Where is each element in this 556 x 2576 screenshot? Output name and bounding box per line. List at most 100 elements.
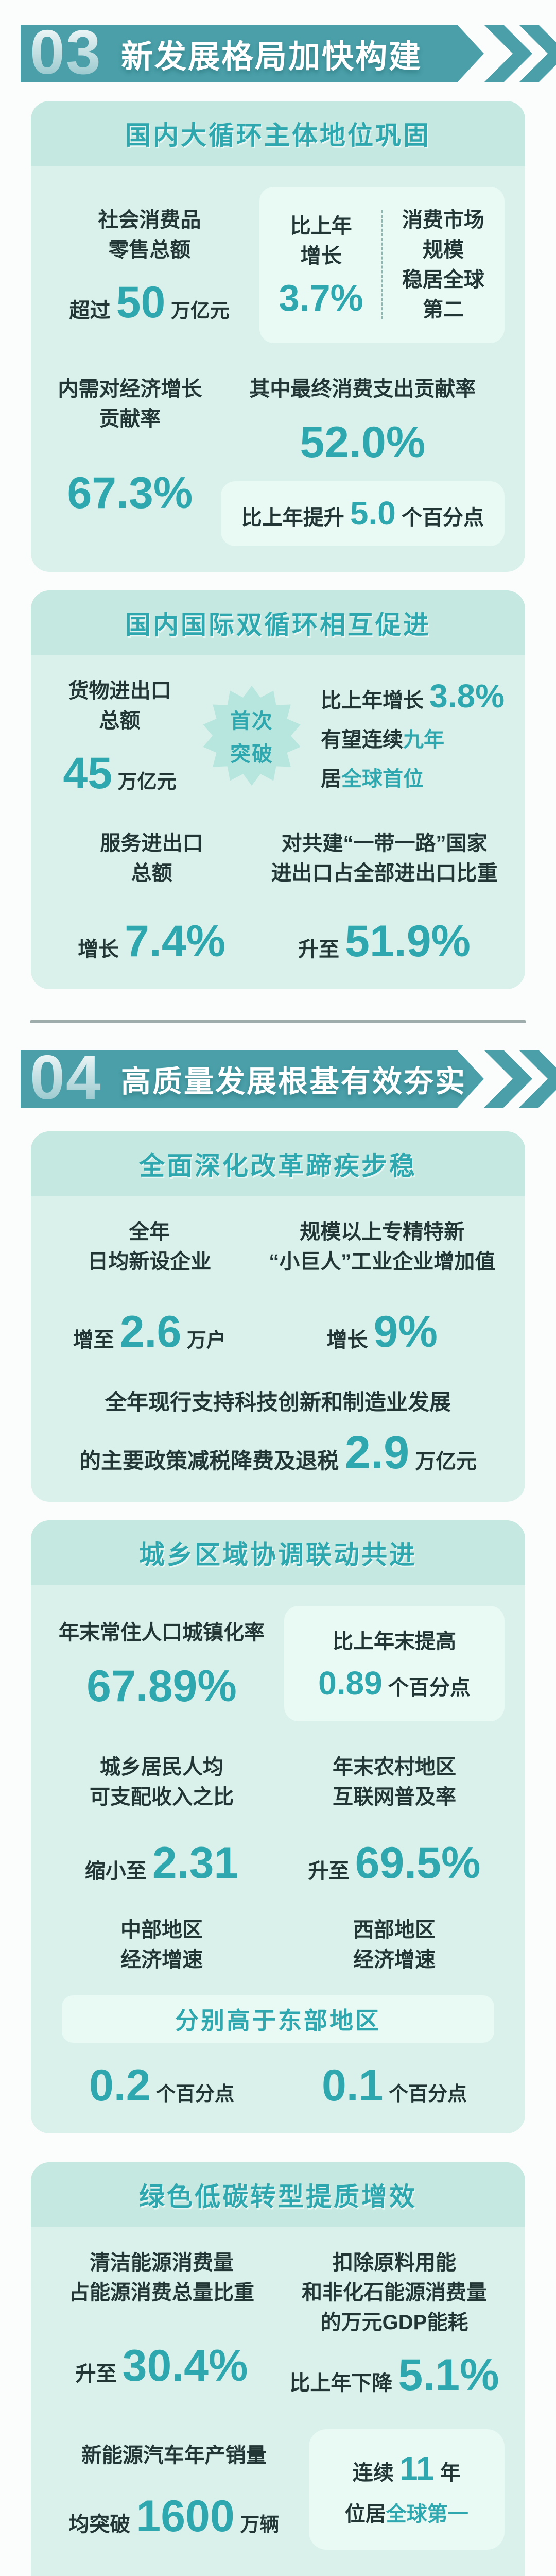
section-04-number: 04 xyxy=(30,1050,102,1108)
stat-nev-value: 均突破 1600 万辆 xyxy=(68,2492,280,2541)
stat-income-ratio-value: 缩小至 2.31 xyxy=(84,1838,239,1888)
urbanization-increase-line2: 0.89 个百分点 xyxy=(318,1665,471,1702)
card-domestic-circulation: 国内大循环主体地位巩固 社会消费品 零售总额 超过 50 万亿元 比上年 增长 xyxy=(31,101,525,572)
card-dual-circulation-title: 国内国际双循环相互促进 xyxy=(31,590,525,656)
section-03-number: 03 xyxy=(30,25,102,82)
retail-row: 社会消费品 零售总额 超过 50 万亿元 比上年 增长 3.7% xyxy=(51,187,505,343)
stat-tax-reduction: 全年现行支持科技创新和制造业发展 的主要政策减税降费及退税 2.9 万亿元 xyxy=(51,1387,505,1476)
contribution-row: 内需对经济增长 贡献率 67.3% 其中最终消费支出贡献率 52.0% 比上年提… xyxy=(51,374,505,547)
growth-comparison-box: 比上年 增长 3.7% 消费市场规模 稳居全球第二 xyxy=(259,187,505,343)
card-green-transition: 绿色低碳转型提质增效 清洁能源消费量 占能源消费总量比重 升至 30.4% 扣除… xyxy=(31,2162,525,2576)
stat-new-firms: 全年 日均新设企业 增至 2.6 万户 xyxy=(51,1217,247,1354)
stat-new-firms-value: 增至 2.6 万户 xyxy=(73,1307,226,1357)
card-dual-circulation: 国内国际双循环相互促进 货物进出口 总额 45 万亿元 首次 突破 比上 xyxy=(31,590,525,990)
section-03-title: 新发展格局加快构建 xyxy=(121,39,423,75)
nev-row: 新能源汽车年产销量 均突破 1600 万辆 连续 11 年 位居全球第一 xyxy=(51,2429,505,2550)
stat-retail-label: 社会消费品 零售总额 xyxy=(98,209,201,261)
regions-value-row: 0.2 个百分点 0.1 个百分点 xyxy=(51,2063,505,2108)
income-internet-row: 城乡居民人均 可支配收入之比 缩小至 2.31 年末农村地区 互联网普及率 升至… xyxy=(51,1752,505,1885)
section-03-banner: 03 新发展格局加快构建 xyxy=(0,25,556,82)
urbanization-increase-box: 比上年末提高 0.89 个百分点 xyxy=(284,1606,505,1722)
section-04-banner: 04 高质量发展根基有效夯实 xyxy=(0,1050,556,1108)
consumption-increase-box: 比上年提升 5.0 个百分点 xyxy=(220,481,505,547)
stat-goods-trade: 货物进出口 总额 45 万亿元 xyxy=(51,676,188,795)
nev-rank-box: 连续 11 年 位居全球第一 xyxy=(308,2429,505,2550)
card-urban-rural-title: 城乡区域协调联动共进 xyxy=(31,1520,525,1586)
card-green-transition-title: 绿色低碳转型提质增效 xyxy=(31,2162,525,2228)
dashed-divider xyxy=(381,210,383,319)
stat-western-region-label: 西部地区 经济增速 xyxy=(353,1919,436,1972)
stat-urbanization-label: 年末常住人口城镇化率 xyxy=(59,1621,265,1645)
growth-box-prefix: 比上年 增长 xyxy=(290,215,352,268)
goods-trade-row: 货物进出口 总额 45 万亿元 首次 突破 比上年增长 3.8% 有望连续九年 … xyxy=(51,676,505,795)
stat-new-firms-label: 全年 日均新设企业 xyxy=(88,1221,212,1274)
stat-rural-internet: 年末农村地区 互联网普及率 升至 69.5% xyxy=(284,1752,505,1885)
stat-rural-internet-label: 年末农村地区 互联网普及率 xyxy=(333,1756,456,1809)
stat-services-trade: 服务进出口 总额 增长 7.4% xyxy=(51,828,252,963)
stat-final-consumption: 其中最终消费支出贡献率 52.0% 比上年提升 5.0 个百分点 xyxy=(220,374,505,547)
energy-row: 清洁能源消费量 占能源消费总量比重 升至 30.4% 扣除原料用能 和非化石能源… xyxy=(51,2248,505,2397)
stat-belt-road-value: 升至 51.9% xyxy=(298,917,471,967)
card-urban-rural: 城乡区域协调联动共进 年末常住人口城镇化率 67.89% 比上年末提高 0.89… xyxy=(31,1520,525,2134)
nev-rank-line2: 位居全球第一 xyxy=(344,2503,468,2526)
stat-tax-reduction-line2: 的主要政策减税降费及退税 2.9 万亿元 xyxy=(79,1427,477,1479)
stat-clean-energy-value: 升至 30.4% xyxy=(75,2341,248,2391)
stat-retail-value: 超过 50 万亿元 xyxy=(69,278,230,327)
services-trade-row: 服务进出口 总额 增长 7.4% 对共建“一带一路”国家 进出口占全部进出口比重… xyxy=(51,828,505,963)
stat-western-region: 西部地区 经济增速 xyxy=(284,1915,505,1975)
stat-retail-total: 社会消费品 零售总额 超过 50 万亿元 xyxy=(51,205,247,325)
stat-little-giants-label: 规模以上专精特新 “小巨人”工业企业增加值 xyxy=(269,1221,496,1274)
stat-clean-energy: 清洁能源消费量 占能源消费总量比重 升至 30.4% xyxy=(51,2248,272,2388)
stat-domestic-demand-label: 内需对经济增长 贡献率 xyxy=(58,378,202,430)
stat-belt-road: 对共建“一带一路”国家 进出口占全部进出口比重 升至 51.9% xyxy=(264,828,505,963)
first-breakthrough-badge: 首次 突破 xyxy=(200,684,303,787)
goods-trade-note: 比上年增长 3.8% 有望连续九年 居全球首位 xyxy=(321,677,505,791)
section-04-title: 高质量发展根基有效夯实 xyxy=(121,1065,467,1099)
stat-final-consumption-value: 52.0% xyxy=(300,418,426,467)
consumption-increase-line: 比上年提升 5.0 个百分点 xyxy=(241,495,484,532)
section-divider xyxy=(30,1020,526,1024)
chevrons-icon xyxy=(484,1050,556,1108)
stat-western-region-value: 0.1 个百分点 xyxy=(321,2061,467,2111)
higher-than-eastern-band: 分别高于东部地区 xyxy=(62,1995,494,2043)
stat-clean-energy-label: 清洁能源消费量 占能源消费总量比重 xyxy=(69,2251,254,2304)
stat-urbanization: 年末常住人口城镇化率 67.89% xyxy=(51,1618,272,1709)
stat-nev: 新能源汽车年产销量 均突破 1600 万辆 xyxy=(51,2441,297,2538)
regions-label-row: 中部地区 经济增速 西部地区 经济增速 xyxy=(51,1915,505,1975)
stat-services-trade-value: 增长 7.4% xyxy=(77,917,226,967)
section-04-band xyxy=(21,1050,484,1108)
stat-central-region: 中部地区 经济增速 xyxy=(51,1915,272,1975)
stat-domestic-demand: 内需对经济增长 贡献率 67.3% xyxy=(51,374,208,516)
stat-tax-reduction-line1: 全年现行支持科技创新和制造业发展 xyxy=(105,1390,451,1415)
stat-domestic-demand-value: 67.3% xyxy=(67,468,193,518)
chevrons-icon xyxy=(484,25,556,82)
first-breakthrough-text: 首次 突破 xyxy=(230,710,273,766)
stat-central-region-value: 0.2 个百分点 xyxy=(89,2061,235,2111)
stat-final-consumption-label: 其中最终消费支出贡献率 xyxy=(249,378,476,400)
starburst-icon xyxy=(203,686,301,786)
card-domestic-circulation-title: 国内大循环主体地位巩固 xyxy=(31,101,525,166)
stat-nev-label: 新能源汽车年产销量 xyxy=(81,2444,267,2467)
stat-rural-internet-value: 升至 69.5% xyxy=(308,1838,481,1888)
stat-little-giants: 规模以上专精特新 “小巨人”工业企业增加值 增长 9% xyxy=(259,1217,505,1354)
stat-urbanization-value: 67.89% xyxy=(86,1662,237,1711)
stat-gdp-energy-value: 比上年下降 5.1% xyxy=(289,2350,499,2400)
market-scale-note: 消费市场规模 稳居全球第二 xyxy=(402,209,484,321)
urbanization-row: 年末常住人口城镇化率 67.89% 比上年末提高 0.89 个百分点 xyxy=(51,1606,505,1722)
stat-services-trade-label: 服务进出口 总额 xyxy=(100,832,203,885)
section-03-band xyxy=(21,25,484,82)
stat-little-giants-value: 增长 9% xyxy=(326,1307,438,1357)
card-reform-title: 全面深化改革蹄疾步稳 xyxy=(31,1131,525,1197)
urbanization-increase-line1: 比上年末提高 xyxy=(333,1630,456,1653)
card-reform: 全面深化改革蹄疾步稳 全年 日均新设企业 增至 2.6 万户 规模以上专精特新 … xyxy=(31,1131,525,1502)
stat-goods-trade-label: 货物进出口 总额 xyxy=(68,680,171,733)
stat-income-ratio-label: 城乡居民人均 可支配收入之比 xyxy=(90,1756,234,1809)
stat-belt-road-label: 对共建“一带一路”国家 进出口占全部进出口比重 xyxy=(271,832,498,885)
growth-box-value: 3.7% xyxy=(279,278,363,319)
stat-gdp-energy-label: 扣除原料用能 和非化石能源消费量 的万元GDP能耗 xyxy=(302,2251,487,2334)
stat-gdp-energy: 扣除原料用能 和非化石能源消费量 的万元GDP能耗 比上年下降 5.1% xyxy=(284,2248,505,2397)
reform-row: 全年 日均新设企业 增至 2.6 万户 规模以上专精特新 “小巨人”工业企业增加… xyxy=(51,1217,505,1354)
stat-goods-trade-value: 45 万亿元 xyxy=(63,749,177,799)
nev-rank-line1: 连续 11 年 xyxy=(352,2450,461,2487)
stat-central-region-label: 中部地区 经济增速 xyxy=(120,1919,203,1972)
